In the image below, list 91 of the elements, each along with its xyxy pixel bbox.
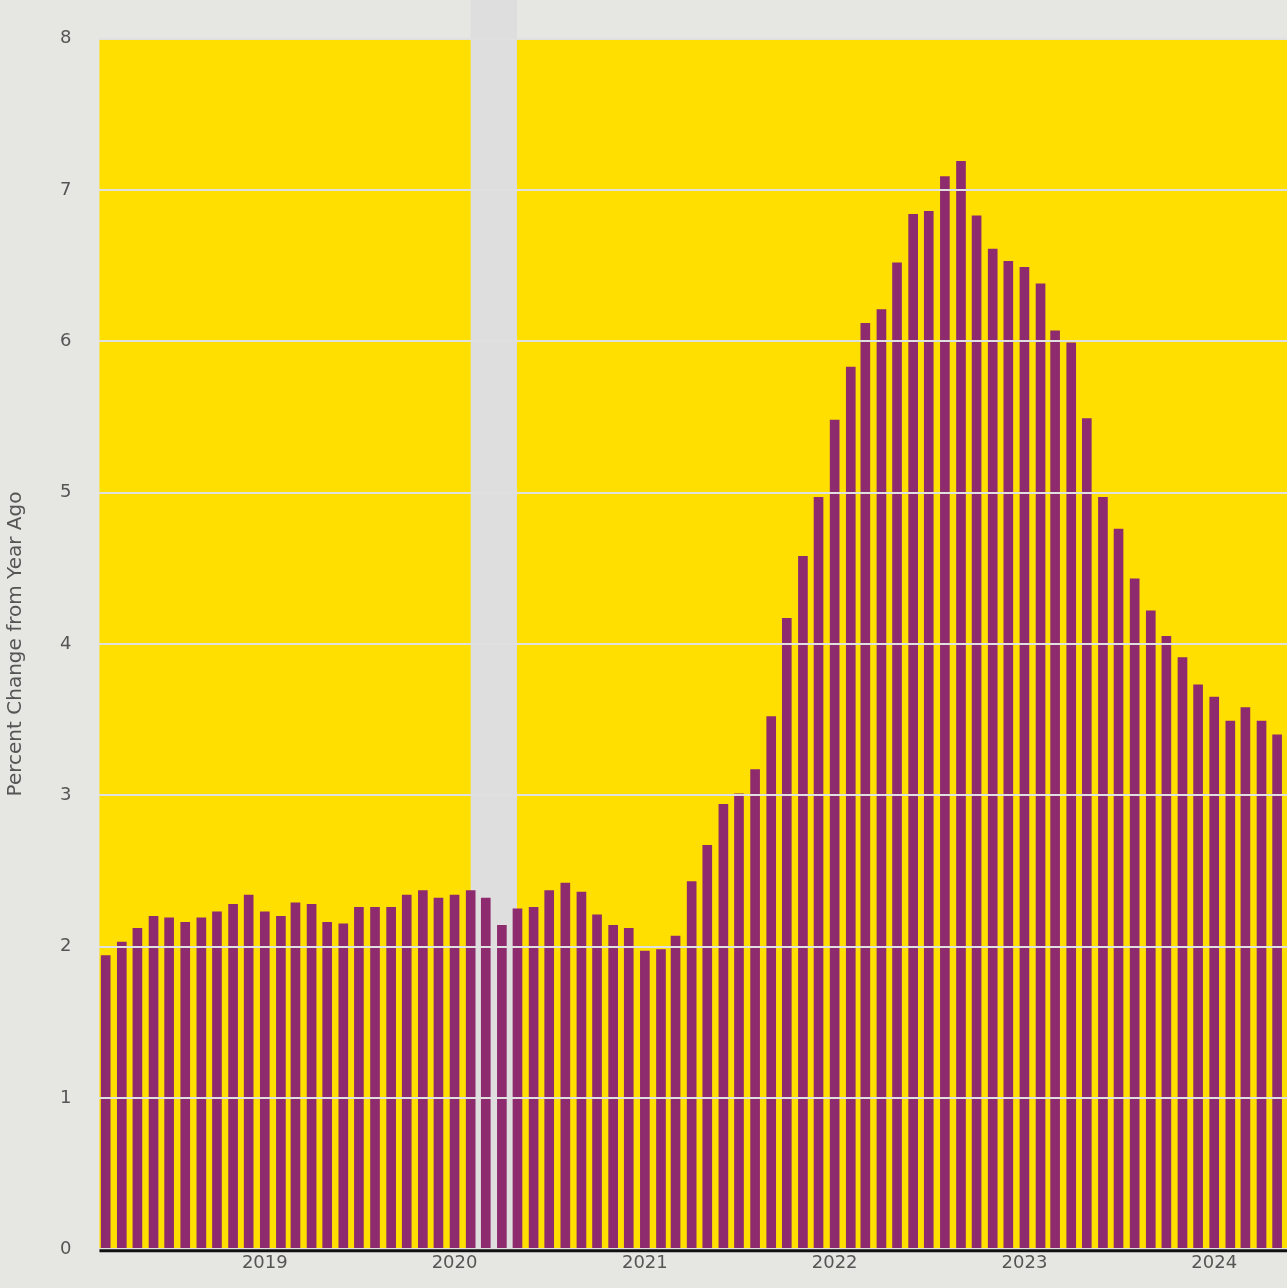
bar [322, 922, 333, 1249]
bar [180, 922, 191, 1249]
bar [656, 949, 666, 1249]
bar [290, 902, 301, 1249]
bar [750, 769, 760, 1249]
bar [923, 210, 934, 1249]
bar [1161, 636, 1172, 1249]
bar [1177, 657, 1188, 1249]
bar [276, 916, 286, 1249]
bar [480, 897, 491, 1249]
bar [228, 903, 238, 1249]
bar [845, 366, 856, 1249]
bar [971, 215, 982, 1249]
bar [560, 882, 571, 1249]
y-tick-label: 2 [60, 934, 72, 956]
x-tick-label: 2021 [621, 1250, 668, 1272]
bar [798, 555, 808, 1249]
bar [1129, 578, 1140, 1249]
bar [148, 916, 159, 1249]
y-tick-label: 3 [60, 782, 72, 804]
bar [1035, 283, 1046, 1249]
bar [528, 906, 539, 1249]
bar [306, 903, 317, 1249]
bar [956, 161, 966, 1249]
bar [829, 419, 840, 1249]
bar [418, 890, 428, 1249]
bar [433, 897, 444, 1249]
bar [132, 928, 143, 1249]
x-tick-label: 2023 [1001, 1250, 1048, 1272]
bar [465, 890, 476, 1249]
bar [497, 925, 507, 1249]
bar [1113, 528, 1124, 1249]
bar [608, 925, 618, 1249]
bar [1272, 734, 1282, 1249]
bar [702, 844, 713, 1249]
bar [212, 911, 222, 1249]
bar [354, 906, 364, 1249]
bar [670, 935, 681, 1249]
bar [576, 891, 587, 1249]
bar [243, 894, 254, 1249]
y-tick-label: 0 [60, 1236, 72, 1258]
bar [940, 176, 950, 1249]
bar [1003, 260, 1014, 1249]
bar [164, 917, 174, 1249]
bar [116, 941, 127, 1249]
bar [1066, 342, 1077, 1249]
bar [1193, 684, 1203, 1249]
bar [623, 928, 634, 1249]
bar [592, 914, 602, 1249]
bar [766, 716, 777, 1249]
bar [1098, 496, 1108, 1249]
bar [512, 908, 523, 1249]
bar [1256, 720, 1267, 1249]
x-tick-label: 2022 [811, 1250, 858, 1272]
bar [386, 906, 396, 1249]
bar [259, 911, 270, 1249]
x-tick-label: 2020 [431, 1250, 478, 1272]
bar [718, 804, 729, 1249]
bar [196, 917, 207, 1249]
bar [987, 248, 998, 1249]
bar [449, 894, 460, 1249]
bar [1050, 330, 1060, 1249]
bar [640, 950, 650, 1249]
bar [1145, 610, 1156, 1249]
bar [813, 496, 824, 1249]
bar [401, 894, 412, 1249]
bar [876, 309, 887, 1249]
bar [338, 923, 349, 1249]
bar [370, 906, 380, 1249]
y-tick-label: 7 [60, 177, 72, 199]
y-tick-label: 6 [60, 329, 72, 351]
bar [686, 881, 697, 1249]
bar [544, 890, 555, 1249]
bar [1081, 418, 1092, 1249]
bar [734, 793, 744, 1249]
bar [1209, 696, 1220, 1249]
bar [1225, 720, 1236, 1249]
bar [892, 262, 902, 1249]
bar [1240, 707, 1251, 1249]
bar [100, 955, 111, 1249]
bar [860, 322, 871, 1249]
bar [908, 213, 918, 1249]
y-tick-label: 4 [60, 631, 72, 653]
y-tick-label: 1 [60, 1085, 72, 1107]
y-tick-label: 5 [60, 480, 72, 502]
y-tick-label: 8 [60, 26, 72, 48]
bar [781, 617, 792, 1249]
bar [1019, 266, 1030, 1249]
y-axis-title: Percent Change from Year Ago [2, 491, 27, 797]
x-tick-label: 2019 [241, 1250, 288, 1272]
x-tick-label: 2024 [1191, 1250, 1238, 1272]
